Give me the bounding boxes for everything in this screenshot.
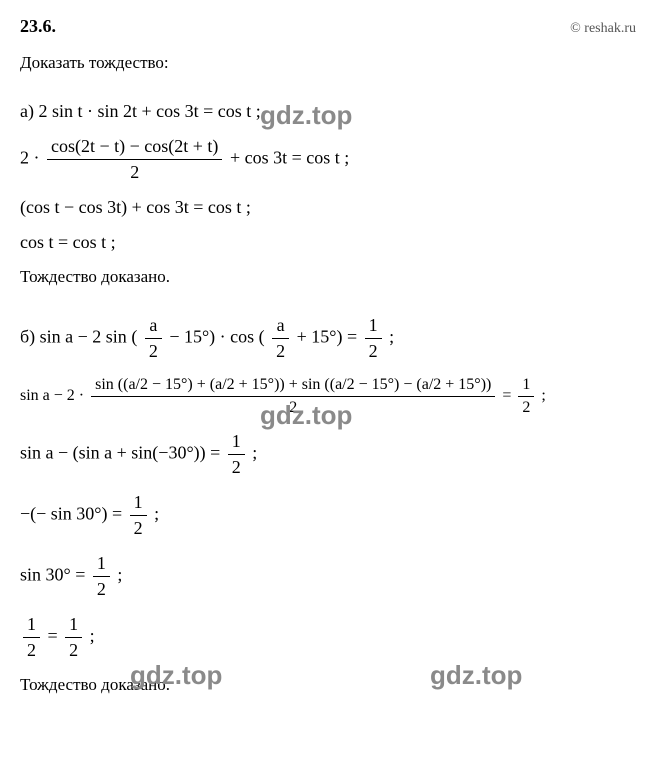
copyright: © reshak.ru xyxy=(570,21,636,37)
equation-text: sin a − 2 · xyxy=(20,387,88,404)
fraction: a 2 xyxy=(272,315,289,362)
denominator: 2 xyxy=(228,455,245,478)
equation-line: а) 2 sin t · sin 2t + cos 3t = cos t ; xyxy=(20,101,636,122)
equation-line: 1 2 = 1 2 ; xyxy=(20,614,636,661)
equation-text: sin a − (sin a + sin(−30°)) = xyxy=(20,443,225,463)
equation-text: 2 sin t · sin 2t + cos 3t = cos t ; xyxy=(38,101,260,121)
numerator: a xyxy=(145,315,162,339)
equation-line: −(− sin 30°) = 1 2 ; xyxy=(20,492,636,539)
equation-text: + 15°) = xyxy=(297,327,362,347)
denominator: 2 xyxy=(23,638,40,661)
section-a: а) 2 sin t · sin 2t + cos 3t = cos t ; 2… xyxy=(20,101,636,287)
equation-text: − 15°) · cos ( xyxy=(169,327,264,347)
numerator: 1 xyxy=(130,492,147,516)
fraction: a 2 xyxy=(145,315,162,362)
denominator: 2 xyxy=(272,339,289,362)
equation-text: ; xyxy=(154,504,159,524)
equation-text: 2 · xyxy=(20,148,44,168)
fraction: 1 2 xyxy=(365,315,382,362)
denominator: 2 xyxy=(65,638,82,661)
part-label: а) xyxy=(20,101,34,121)
numerator: 1 xyxy=(93,553,110,577)
equation-line: 2 · cos(2t − t) − cos(2t + t) 2 + cos 3t… xyxy=(20,136,636,183)
numerator: cos(2t − t) − cos(2t + t) xyxy=(47,136,222,160)
section-b: б) sin a − 2 sin ( a 2 − 15°) · cos ( a … xyxy=(20,315,636,695)
numerator: 1 xyxy=(228,431,245,455)
equation-line: sin a − 2 · sin ((a/2 − 15°) + (a/2 + 15… xyxy=(20,376,636,417)
fraction: 1 2 xyxy=(65,614,82,661)
denominator: 2 xyxy=(518,397,534,417)
conclusion-text: Тождество доказано. xyxy=(20,675,636,695)
fraction: 1 2 xyxy=(130,492,147,539)
equation-line: sin a − (sin a + sin(−30°)) = 1 2 ; xyxy=(20,431,636,478)
fraction: 1 2 xyxy=(23,614,40,661)
numerator: 1 xyxy=(23,614,40,638)
equation-text: + cos 3t = cos t ; xyxy=(230,148,349,168)
denominator: 2 xyxy=(93,577,110,600)
fraction: cos(2t − t) − cos(2t + t) 2 xyxy=(47,136,222,183)
fraction: 1 2 xyxy=(228,431,245,478)
fraction: 1 2 xyxy=(93,553,110,600)
denominator: 2 xyxy=(130,516,147,539)
equation-text: ; xyxy=(90,626,95,646)
numerator: 1 xyxy=(365,315,382,339)
equation-text: ; xyxy=(389,327,394,347)
equation-text: ; xyxy=(252,443,257,463)
fraction: 1 2 xyxy=(518,376,534,417)
prompt-text: Доказать тождество: xyxy=(20,53,636,73)
fraction: sin ((a/2 − 15°) + (a/2 + 15°)) + sin ((… xyxy=(91,376,495,417)
equation-text: sin a − 2 sin xyxy=(40,327,132,347)
equation-line: б) sin a − 2 sin ( a 2 − 15°) · cos ( a … xyxy=(20,315,636,362)
equation-line: cos t = cos t ; xyxy=(20,232,636,253)
conclusion-text: Тождество доказано. xyxy=(20,267,636,287)
problem-number: 23.6. xyxy=(20,16,56,37)
denominator: 2 xyxy=(47,160,222,183)
equation-line: (cos t − cos 3t) + cos 3t = cos t ; xyxy=(20,197,636,218)
equation-line: sin 30° = 1 2 ; xyxy=(20,553,636,600)
numerator: a xyxy=(272,315,289,339)
equation-text: ; xyxy=(541,387,545,404)
numerator: sin ((a/2 − 15°) + (a/2 + 15°)) + sin ((… xyxy=(91,376,495,397)
part-label: б) xyxy=(20,327,35,347)
header: 23.6. © reshak.ru xyxy=(20,16,636,37)
denominator: 2 xyxy=(91,397,495,417)
denominator: 2 xyxy=(145,339,162,362)
equation-text: sin 30° = xyxy=(20,565,90,585)
numerator: 1 xyxy=(65,614,82,638)
equation-text: ; xyxy=(117,565,122,585)
denominator: 2 xyxy=(365,339,382,362)
equation-text: = xyxy=(48,626,63,646)
numerator: 1 xyxy=(518,376,534,397)
equation-text: −(− sin 30°) = xyxy=(20,504,127,524)
